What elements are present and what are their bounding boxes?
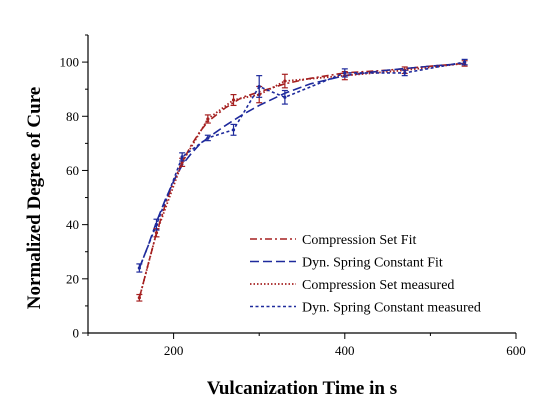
- series-3: [136, 58, 468, 273]
- x-tick-label: 200: [164, 343, 184, 358]
- x-axis-title: Vulcanization Time in s: [207, 378, 397, 399]
- y-tick-label: 20: [66, 271, 79, 286]
- data-point: [283, 79, 287, 83]
- data-point: [154, 231, 159, 235]
- legend-label: Dyn. Spring Constant Fit: [302, 256, 443, 271]
- series-line: [138, 61, 465, 269]
- data-point: [137, 266, 141, 270]
- y-tick-label: 60: [66, 163, 79, 178]
- data-point: [283, 95, 287, 99]
- data-point: [231, 128, 236, 132]
- data-point: [180, 155, 184, 159]
- data-point: [231, 98, 236, 102]
- series-layer: [136, 58, 468, 302]
- data-point: [206, 136, 210, 140]
- legend: Compression Set Fit Dyn. Spring Constant …: [250, 233, 481, 316]
- data-point: [137, 296, 141, 300]
- series-0: [138, 62, 465, 299]
- series-line: [138, 62, 465, 299]
- y-tick-label: 0: [73, 326, 80, 341]
- data-point: [463, 60, 467, 64]
- legend-label: Dyn. Spring Constant measured: [302, 301, 481, 316]
- x-tick-label: 600: [506, 343, 526, 358]
- data-point: [206, 117, 210, 121]
- y-tick-label: 40: [66, 217, 79, 232]
- data-point: [257, 84, 261, 89]
- data-point: [403, 71, 407, 75]
- y-tick-label: 80: [66, 109, 79, 124]
- y-tick-label: 100: [60, 55, 80, 70]
- data-point: [154, 223, 159, 227]
- y-axis-title: Normalized Degree of Cure: [24, 87, 45, 309]
- legend-label: Compression Set measured: [302, 278, 454, 293]
- legend-label: Compression Set Fit: [302, 233, 416, 248]
- x-tick-label: 400: [335, 343, 355, 358]
- axes: 0 20 40 60 80 100 200 400 600: [60, 34, 526, 358]
- data-point: [343, 71, 347, 75]
